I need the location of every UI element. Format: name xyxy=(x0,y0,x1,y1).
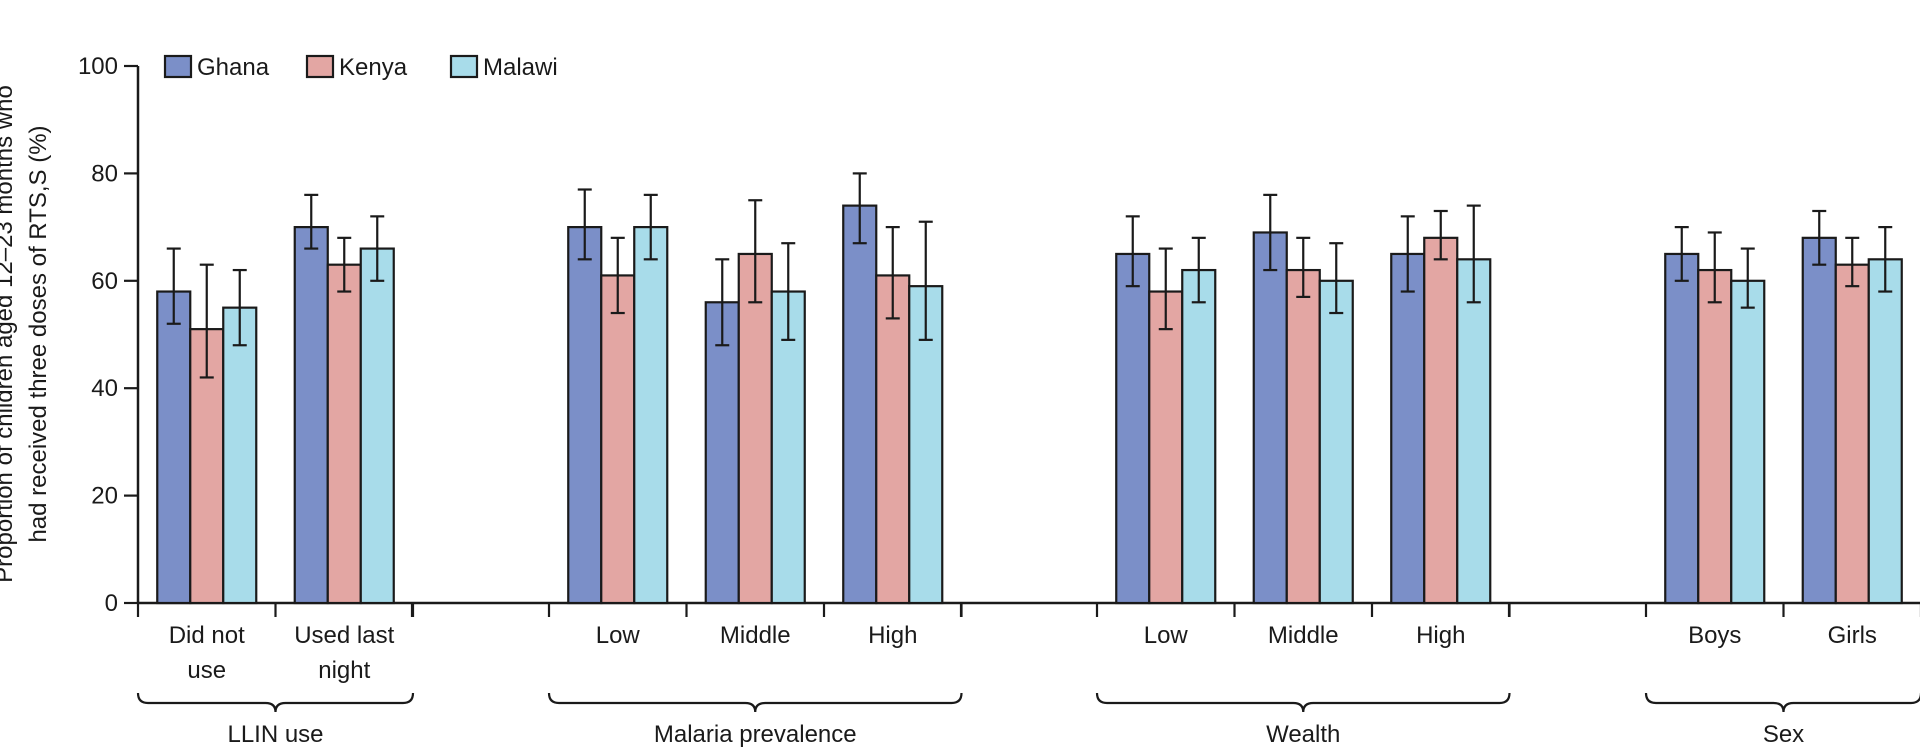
bar-ghana xyxy=(1115,252,1151,605)
legend-swatch-kenya xyxy=(305,54,335,79)
bar-malawi xyxy=(1867,258,1903,605)
legend-label-kenya: Kenya xyxy=(339,54,408,81)
legend-swatch-ghana xyxy=(163,54,193,79)
bar-ghana xyxy=(1664,252,1700,605)
x-category-label: Middle xyxy=(1268,622,1339,649)
bar-ghana xyxy=(704,301,740,605)
bar-kenya xyxy=(326,263,362,605)
bar-malawi xyxy=(1318,279,1354,605)
y-tick-label: 40 xyxy=(91,375,118,402)
bar-malawi xyxy=(1456,258,1492,605)
x-category-label: Used last xyxy=(294,622,394,649)
y-tick-label: 0 xyxy=(105,590,118,617)
y-tick-label: 80 xyxy=(91,160,118,187)
bar-malawi xyxy=(1181,268,1217,605)
y-tick-label: 60 xyxy=(91,268,118,295)
bar-malawi xyxy=(359,247,395,605)
group-label: Wealth xyxy=(1266,721,1340,748)
y-tick-label: 20 xyxy=(91,483,118,510)
group-brace xyxy=(136,692,415,713)
x-category-label: Boys xyxy=(1688,622,1741,649)
x-category-label: Low xyxy=(596,622,641,649)
legend-swatch-malawi xyxy=(449,54,479,79)
bar-kenya xyxy=(1834,263,1870,605)
group-label: LLIN use xyxy=(227,721,323,748)
group-brace xyxy=(1644,692,1920,713)
bar-ghana xyxy=(842,204,878,605)
bar-kenya xyxy=(1423,236,1459,605)
group-brace xyxy=(1095,692,1511,713)
bar-kenya xyxy=(737,252,773,605)
group-brace xyxy=(547,692,963,713)
x-category-label: High xyxy=(1416,622,1465,649)
x-category-label: High xyxy=(868,622,917,649)
bar-ghana xyxy=(567,226,603,605)
x-category-label: night xyxy=(318,657,370,684)
bar-malawi xyxy=(770,290,806,605)
bar-ghana xyxy=(293,226,329,605)
x-category-label: use xyxy=(187,657,226,684)
bar-malawi xyxy=(633,226,669,605)
y-tick-label: 100 xyxy=(78,53,118,80)
y-axis-label: had received three doses of RTS,S (%) xyxy=(25,125,52,542)
bar-ghana xyxy=(1801,236,1837,605)
bar-malawi xyxy=(222,306,258,605)
bar-kenya xyxy=(875,274,911,605)
bar-malawi xyxy=(1730,279,1766,605)
legend-label-ghana: Ghana xyxy=(197,54,270,81)
x-category-label: Girls xyxy=(1828,622,1877,649)
bar-kenya xyxy=(600,274,636,605)
bar-kenya xyxy=(1148,290,1184,605)
group-label: Malaria prevalence xyxy=(654,721,857,748)
x-category-label: Middle xyxy=(720,622,791,649)
bar-kenya xyxy=(1697,268,1733,605)
x-category-label: Low xyxy=(1144,622,1189,649)
bar-ghana xyxy=(1390,252,1426,605)
bar-kenya xyxy=(1285,268,1321,605)
y-axis-label: Proportion of children aged 12–23 months… xyxy=(0,85,18,583)
bar-ghana xyxy=(156,290,192,605)
group-label: Sex xyxy=(1763,721,1804,748)
legend-label-malawi: Malawi xyxy=(483,54,558,81)
bar-ghana xyxy=(1252,231,1288,605)
x-category-label: Did not xyxy=(169,622,245,649)
